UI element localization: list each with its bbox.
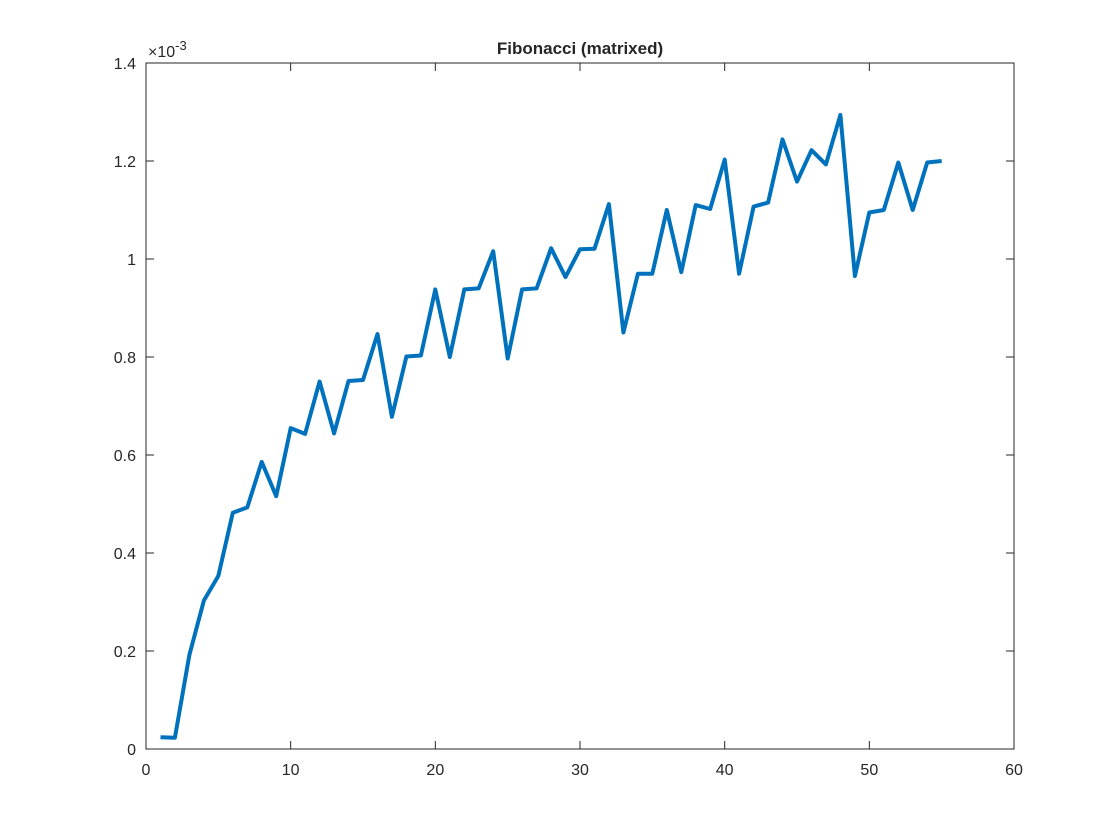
x-axis-ticks bbox=[145, 63, 1015, 749]
x-tick-label: 10 bbox=[282, 762, 300, 779]
y-tick-label: 0.4 bbox=[114, 546, 136, 563]
chart-title: Fibonacci (matrixed) bbox=[497, 39, 663, 58]
x-tick-label: 0 bbox=[142, 762, 151, 779]
y-tick-label: 1 bbox=[127, 252, 136, 269]
axes-box bbox=[145, 62, 1015, 750]
series-group bbox=[160, 112, 942, 740]
x-tick-label: 40 bbox=[716, 762, 734, 779]
x-tick-label: 50 bbox=[860, 762, 878, 779]
y-axis-ticks bbox=[146, 62, 1014, 750]
y-tick-label: 0.6 bbox=[114, 448, 136, 465]
x-axis-tick-labels: 0 10 20 30 40 50 60 bbox=[142, 762, 1023, 779]
y-axis-exponent: ×10-3 bbox=[148, 38, 187, 61]
y-axis-exponent-base: ×10 bbox=[148, 44, 175, 61]
y-tick-label: 1.2 bbox=[114, 154, 136, 171]
y-tick-label: 0.2 bbox=[114, 644, 136, 661]
y-tick-label: 0.8 bbox=[114, 350, 136, 367]
x-tick-label: 20 bbox=[426, 762, 444, 779]
x-tick-label: 60 bbox=[1005, 762, 1023, 779]
series-line-0 bbox=[160, 112, 942, 740]
y-tick-label: 0 bbox=[127, 742, 136, 759]
y-axis-tick-labels: 0 0.2 0.4 0.6 0.8 1 1.2 1.4 bbox=[114, 56, 136, 759]
y-tick-label: 1.4 bbox=[114, 56, 136, 73]
y-axis-exponent-power: -3 bbox=[175, 38, 187, 53]
x-tick-label: 30 bbox=[571, 762, 589, 779]
